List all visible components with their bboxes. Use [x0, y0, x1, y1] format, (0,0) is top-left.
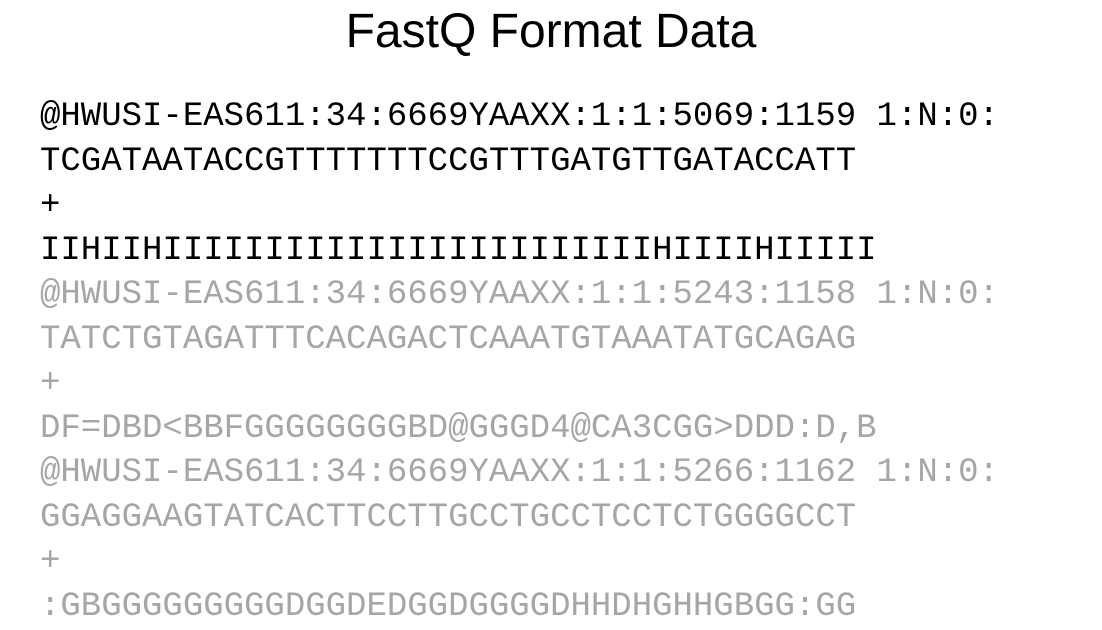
fastq-record-1: @HWUSI-EAS611:34:6669YAAXX:1:1:5069:1159…: [40, 95, 999, 273]
record-separator: +: [40, 365, 61, 403]
record-sequence: TCGATAATACCGTTTTTTTCCGTTTGATGTTGATACCATT: [40, 142, 857, 181]
record-sequence: GGAGGAAGTATCACTTCCTTGCCTGCCTCCTCTGGGGCCT: [40, 498, 857, 537]
fastq-record-3: @HWUSI-EAS611:34:6669YAAXX:1:1:5266:1162…: [40, 451, 999, 629]
slide-title: FastQ Format Data: [345, 5, 757, 58]
record-quality: :GBGGGGGGGGGDGGDEDGGDGGGGDHHDHGHHGBGG:GG: [40, 587, 857, 626]
record-header: @HWUSI-EAS611:34:6669YAAXX:1:1:5069:1159…: [40, 98, 999, 136]
record-header: @HWUSI-EAS611:34:6669YAAXX:1:1:5266:1162…: [40, 454, 999, 492]
record-header: @HWUSI-EAS611:34:6669YAAXX:1:1:5243:1158…: [40, 276, 999, 314]
record-separator: +: [40, 543, 61, 581]
fastq-records: @HWUSI-EAS611:34:6669YAAXX:1:1:5069:1159…: [40, 95, 999, 629]
record-quality: IIHIIHIIIIIIIIIIIIIIIIIIIIIIIIHIIIIHIIII…: [40, 231, 877, 270]
record-separator: +: [40, 187, 61, 225]
record-sequence: TATCTGTAGATTTCACAGACTCAAATGTAAATATGCAGAG: [40, 320, 857, 359]
record-quality: DF=DBD<BBFGGGGGGGGBD@GGGD4@CA3CGG>DDD:D,…: [40, 409, 877, 448]
fastq-record-2: @HWUSI-EAS611:34:6669YAAXX:1:1:5243:1158…: [40, 273, 999, 451]
